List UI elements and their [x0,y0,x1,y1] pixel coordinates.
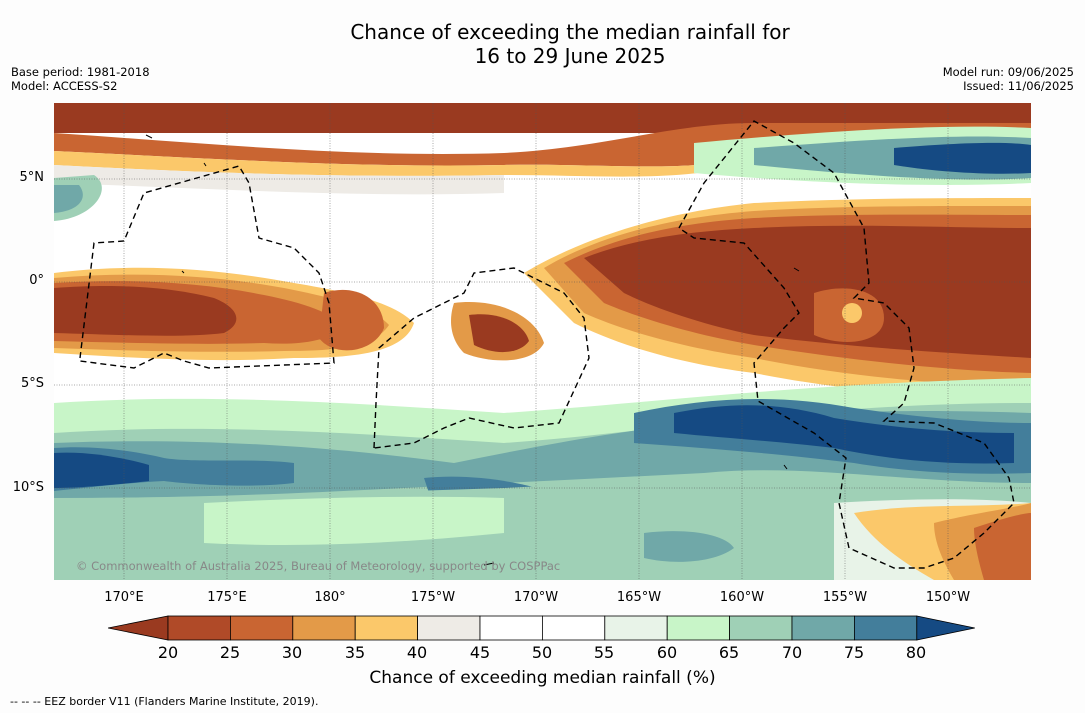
eez-borders [79,120,1015,569]
cb-tick-75: 75 [843,643,865,662]
colorbar-arrow-high [916,615,975,641]
lat-label-0: 0° [29,273,44,288]
copyright-note: © Commonwealth of Australia 2025, Bureau… [76,559,561,573]
model-run: Model run: 09/06/2025 [942,65,1074,79]
cb-tick-20: 20 [157,643,179,662]
rainfall-map [54,103,1031,580]
cb-tick-35: 35 [344,643,366,662]
colorbar [108,615,975,641]
lon-label-175e: 175°E [207,590,247,605]
lon-label-170e: 170°E [104,590,144,605]
cb-tick-45: 45 [469,643,491,662]
meta-left: Base period: 1981-2018 Model: ACCESS-S2 [11,65,150,93]
title-line-2: 16 to 29 June 2025 [474,44,666,68]
colorbar-segment [604,615,668,641]
colorbar-segment [854,615,918,641]
cb-tick-65: 65 [718,643,740,662]
lat-label-5s: 5°S [20,376,44,391]
cb-tick-80: 80 [905,643,927,662]
cb-tick-30: 30 [281,643,303,662]
colorbar-segment [354,615,418,641]
eez-legend-note: -- -- -- EEZ border V11 (Flanders Marine… [10,695,319,708]
cb-tick-25: 25 [219,643,241,662]
base-period: Base period: 1981-2018 [11,65,150,79]
lat-label-10s: 10°S [12,480,44,495]
lat-label-5n: 5°N [19,170,45,185]
lon-label-175w: 175°W [410,590,456,605]
cb-tick-60: 60 [656,643,678,662]
map-grid [54,103,1031,580]
lon-label-170w: 170°W [513,590,559,605]
cb-tick-70: 70 [781,643,803,662]
colorbar-segment [729,615,793,641]
colorbar-segment [417,615,481,641]
colorbar-label: Chance of exceeding median rainfall (%) [369,668,716,688]
lon-label-160w: 160°W [719,590,765,605]
lon-label-150w: 150°W [925,590,971,605]
colorbar-segment [791,615,855,641]
colorbar-segment [479,615,543,641]
islands [145,134,800,566]
cb-tick-55: 55 [593,643,615,662]
colorbar-segment [230,615,294,641]
lon-label-165w: 165°W [616,590,662,605]
title-line-1: Chance of exceeding the median rainfall … [350,20,790,44]
lon-label-180: 180° [314,590,346,605]
issued-date: Issued: 11/06/2025 [963,79,1074,93]
colorbar-segment [541,615,606,641]
colorbar-arrow-low [108,615,169,641]
cb-tick-40: 40 [406,643,428,662]
colorbar-segment [666,615,731,641]
colorbar-segment [167,615,231,641]
meta-right: Model run: 09/06/2025 Issued: 11/06/2025 [943,65,1074,93]
colorbar-segment [292,615,356,641]
model-name: Model: ACCESS-S2 [11,79,118,93]
cb-tick-50: 50 [531,643,553,662]
map-title: Chance of exceeding the median rainfall … [0,20,1085,68]
lon-label-155w: 155°W [822,590,868,605]
